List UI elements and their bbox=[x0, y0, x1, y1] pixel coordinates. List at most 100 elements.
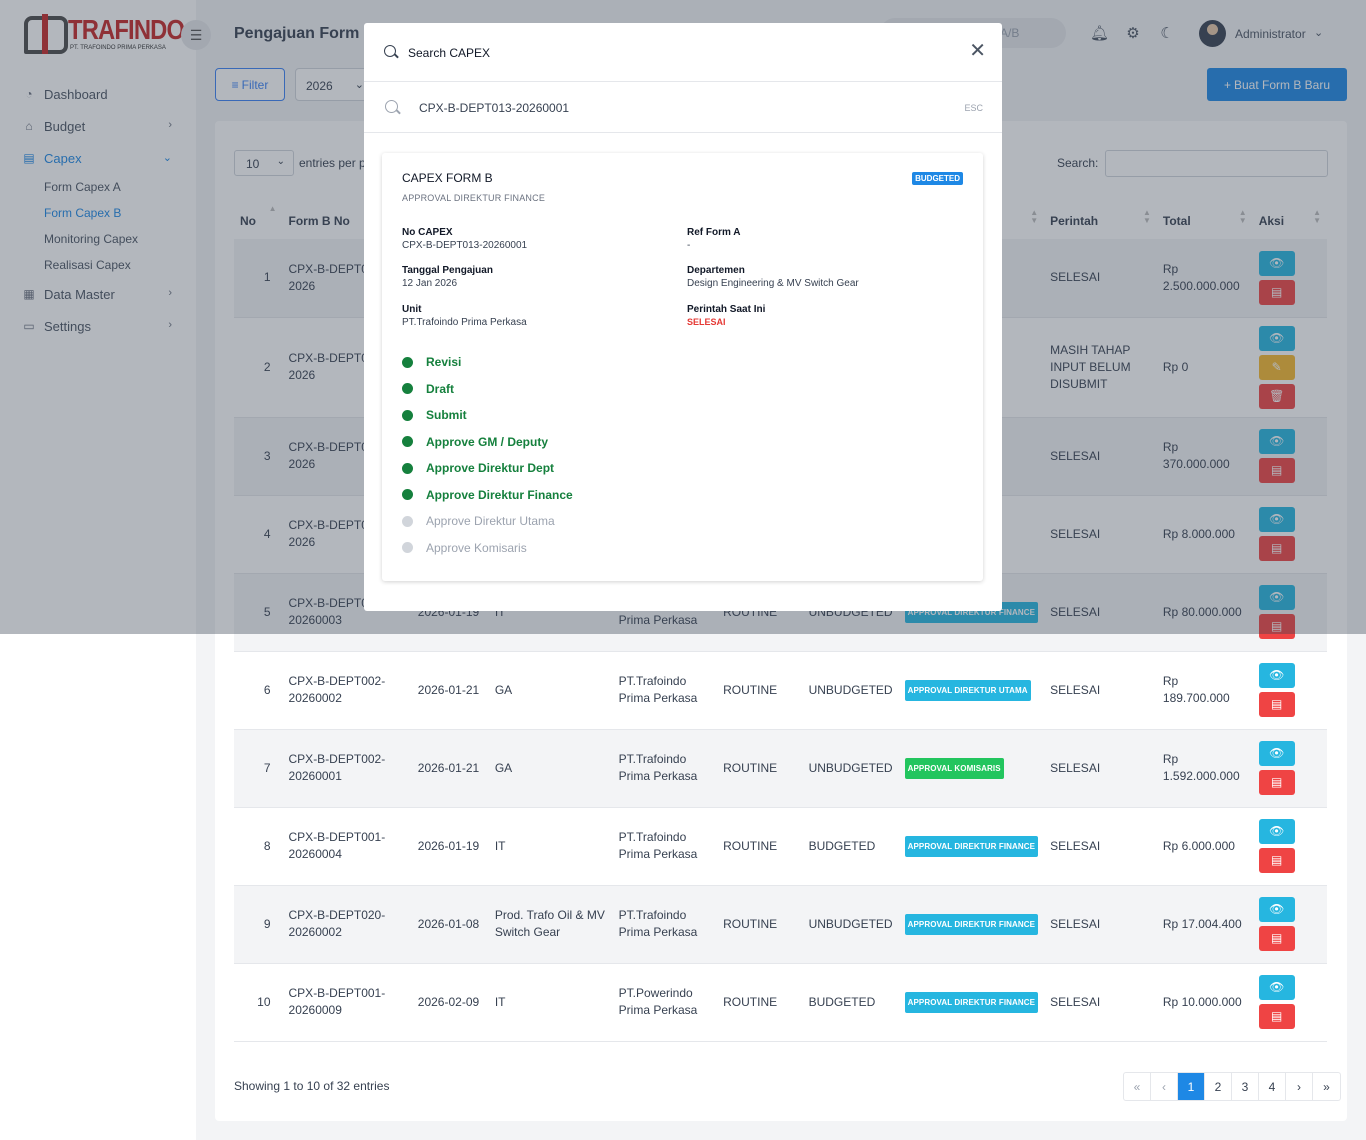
field-label: Unit bbox=[402, 304, 422, 315]
col-no[interactable]: No ▲ bbox=[240, 204, 277, 229]
col-total[interactable]: Total ▲ ▼ bbox=[1162, 208, 1247, 229]
pdf-button[interactable]: ▤ bbox=[1258, 536, 1295, 561]
view-button[interactable]: 👁︎ bbox=[1258, 741, 1295, 766]
sidebar-sub-monitoring-capex[interactable]: Monitoring Capex bbox=[44, 232, 139, 246]
file-icon: ▤ bbox=[1271, 697, 1283, 711]
status-badge: APPROVAL DIREKTUR FINANCE bbox=[904, 835, 1039, 857]
view-button[interactable]: 👁︎ bbox=[1258, 429, 1295, 454]
field-no-capex: No CAPEX CPX-B-DEPT013-20260001 bbox=[402, 227, 682, 251]
sidebar-toggle-button[interactable]: ☰ bbox=[181, 20, 211, 50]
table-row: 9 CPX-B-DEPT020-20260002 2026-01-08 Prod. T… bbox=[234, 885, 1327, 964]
cell-total: Rp 370.000.000 bbox=[1156, 417, 1253, 496]
search-icon bbox=[385, 100, 398, 113]
pdf-button[interactable]: ▤ bbox=[1258, 692, 1295, 717]
page-title: Pengajuan Form C bbox=[234, 25, 376, 42]
cell-no: 5 bbox=[234, 573, 283, 652]
delete-button[interactable]: 🗑︎ bbox=[1258, 383, 1295, 409]
sidebar-item-dashboard[interactable]: ◔ Dashboard bbox=[0, 78, 196, 110]
view-button[interactable]: 👁︎ bbox=[1258, 663, 1295, 688]
page-1-button[interactable]: 1 bbox=[1178, 1073, 1205, 1100]
approval-step: Submit bbox=[402, 402, 573, 429]
sidebar-item-label: Dashboard bbox=[44, 86, 108, 102]
cell-aksi: 👁︎ ▤ bbox=[1252, 651, 1327, 730]
gear-icon[interactable]: ⚙ bbox=[1126, 25, 1140, 42]
file-icon: ▤ bbox=[1271, 619, 1283, 633]
page-prev-button[interactable]: ‹ bbox=[1151, 1073, 1178, 1100]
modal-search-query[interactable]: CPX-B-DEPT013-20260001 bbox=[419, 101, 570, 115]
pdf-button[interactable]: ▤ bbox=[1258, 279, 1295, 305]
year-select[interactable]: 2026 ⌄ bbox=[295, 68, 375, 101]
cell-perintah: SELESAI bbox=[1044, 573, 1157, 652]
showing-entries: Showing 1 to 10 of 32 entries bbox=[234, 1079, 390, 1093]
page-4-button[interactable]: 4 bbox=[1259, 1073, 1286, 1100]
view-button[interactable]: 👁︎ bbox=[1258, 819, 1295, 844]
pdf-button[interactable]: ▤ bbox=[1258, 1004, 1295, 1029]
col-status[interactable]: ▲ ▼ bbox=[1030, 208, 1039, 225]
file-icon: ▤ bbox=[1271, 463, 1283, 477]
close-icon[interactable]: ✕ bbox=[969, 40, 986, 62]
filter-label: Filter bbox=[241, 77, 269, 92]
cell-aksi: 👁︎ ✎ 🗑︎ bbox=[1252, 317, 1327, 418]
table-search-input[interactable] bbox=[1105, 150, 1328, 177]
cell-budget: UNBUDGETED bbox=[802, 651, 899, 730]
col-form-b-no[interactable]: Form B No bbox=[288, 214, 350, 228]
step-label: Submit bbox=[426, 408, 467, 423]
field-label: No CAPEX bbox=[402, 227, 453, 238]
edit-button[interactable]: ✎ bbox=[1258, 354, 1295, 380]
field-value: SELESAI bbox=[687, 317, 726, 327]
cell-status: APPROVAL DIREKTUR FINANCE bbox=[898, 963, 1045, 1042]
approval-step: Approve Komisaris bbox=[402, 535, 573, 562]
sidebar-item-settings[interactable]: ▭ Settings › bbox=[0, 310, 196, 342]
sidebar-sub-realisasi-capex[interactable]: Realisasi Capex bbox=[44, 258, 131, 272]
modal-search-input[interactable]: CPX-B-DEPT013-20260001 ESC bbox=[364, 82, 1002, 133]
sidebar-item-label: Capex bbox=[44, 150, 82, 166]
eye-icon: 👁︎ bbox=[1269, 668, 1285, 682]
pdf-button[interactable]: ▤ bbox=[1258, 926, 1295, 951]
col-aksi[interactable]: Aksi ▲ ▼ bbox=[1258, 208, 1321, 229]
sidebar: TRAFINDO PT. TRAFOINDO PRIMA PERKASA ◔ D… bbox=[0, 0, 196, 1140]
search-result-card[interactable]: CAPEX FORM B BUDGETED APPROVAL DIREKTUR … bbox=[382, 153, 983, 581]
entries-length-select[interactable]: 10 ⌄ bbox=[234, 150, 294, 176]
pdf-button[interactable]: ▤ bbox=[1258, 458, 1295, 483]
new-form-b-button[interactable]: + Buat Form B Baru bbox=[1207, 68, 1347, 101]
filter-icon: ≡ bbox=[231, 77, 239, 92]
approval-steps: Revisi Draft Submit Approve GM / Deputy Appr… bbox=[402, 349, 573, 561]
status-badge: APPROVAL DIREKTUR UTAMA bbox=[904, 679, 1031, 701]
user-name[interactable]: Administrator bbox=[1235, 27, 1306, 41]
filter-button[interactable]: ≡ Filter bbox=[215, 68, 285, 101]
page-last-button[interactable]: » bbox=[1323, 1079, 1330, 1094]
step-label: Revisi bbox=[426, 355, 462, 370]
sidebar-item-data-master[interactable]: ▦ Data Master › bbox=[0, 278, 196, 310]
sidebar-sub-form-capex-a[interactable]: Form Capex A bbox=[44, 180, 121, 194]
moon-icon[interactable]: ☾ bbox=[1160, 25, 1174, 42]
pdf-button[interactable]: ▤ bbox=[1258, 770, 1295, 795]
view-button[interactable]: 👁︎ bbox=[1258, 897, 1295, 922]
brand-logo[interactable]: TRAFINDO PT. TRAFOINDO PRIMA PERKASA bbox=[24, 14, 185, 58]
pdf-button[interactable]: ▤ bbox=[1258, 614, 1295, 639]
entries-length-value: 10 bbox=[246, 157, 260, 171]
view-button[interactable]: 👁︎ bbox=[1258, 507, 1295, 532]
trash-icon: 🗑︎ bbox=[1269, 388, 1285, 403]
chevron-down-icon[interactable]: ⌄ bbox=[1314, 27, 1324, 39]
sidebar-item-budget[interactable]: ⌂ Budget › bbox=[0, 110, 196, 142]
view-button[interactable]: 👁︎ bbox=[1258, 325, 1295, 351]
approval-step: Revisi bbox=[402, 349, 573, 376]
sidebar-item-capex[interactable]: ▤ Capex ⌄ bbox=[0, 142, 196, 174]
page-2-button[interactable]: 2 bbox=[1205, 1073, 1232, 1100]
chevron-down-icon: ⌄ bbox=[354, 79, 364, 91]
view-button[interactable]: 👁︎ bbox=[1258, 250, 1295, 276]
page-first-button[interactable]: « bbox=[1124, 1073, 1151, 1100]
chevron-right-icon: › bbox=[168, 119, 172, 131]
pdf-button[interactable]: ▤ bbox=[1258, 848, 1295, 873]
cell-company: PT.Trafoindo Prima Perkasa bbox=[612, 885, 718, 964]
bell-icon[interactable]: 🔔︎ bbox=[1090, 25, 1110, 42]
page-3-button[interactable]: 3 bbox=[1232, 1073, 1259, 1100]
view-button[interactable]: 👁︎ bbox=[1258, 585, 1295, 610]
col-perintah[interactable]: Perintah ▲ ▼ bbox=[1050, 208, 1151, 229]
sidebar-sub-form-capex-b[interactable]: Form Capex B bbox=[44, 206, 122, 220]
cell-perintah: SELESAI bbox=[1044, 239, 1157, 318]
avatar[interactable] bbox=[1199, 20, 1226, 47]
view-button[interactable]: 👁︎ bbox=[1258, 975, 1295, 1000]
page-next-button[interactable]: › bbox=[1286, 1073, 1313, 1100]
cell-type: ROUTINE bbox=[717, 651, 803, 730]
